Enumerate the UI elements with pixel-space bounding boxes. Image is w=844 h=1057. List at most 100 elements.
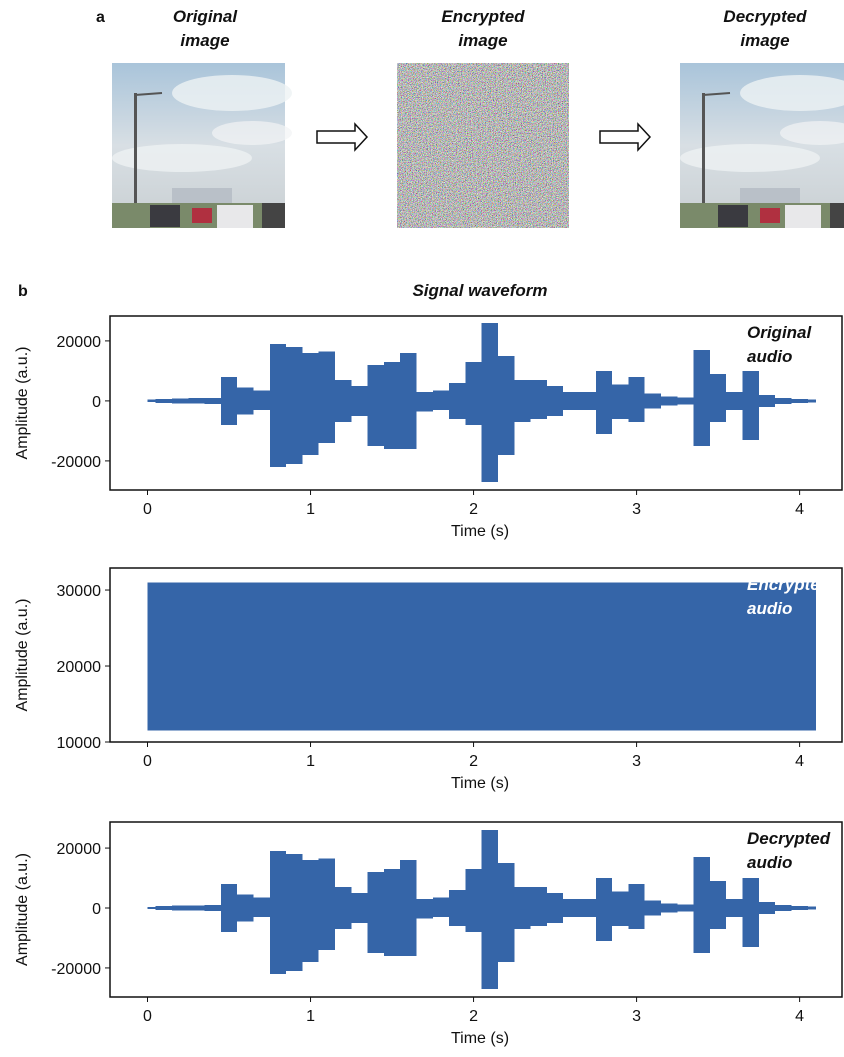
waveform-segment	[579, 391, 596, 410]
arrow	[599, 122, 652, 152]
waveform-segment	[791, 905, 808, 911]
x-tick-label: 1	[306, 501, 315, 518]
waveform-segment	[758, 902, 776, 914]
x-tick-label: 4	[795, 501, 804, 518]
waveform-segment	[465, 361, 482, 425]
waveform-segment	[481, 830, 499, 989]
waveform-segment	[481, 582, 816, 731]
waveform-segment	[302, 860, 319, 962]
panel-label: b	[18, 283, 28, 300]
waveform-segment	[693, 857, 710, 953]
waveform-segment	[286, 854, 303, 971]
waveform-segment	[432, 897, 450, 917]
arrow	[316, 122, 369, 152]
annotation: audio	[747, 347, 792, 366]
waveform-segment	[147, 906, 156, 910]
original-image	[111, 62, 293, 229]
waveform-segment	[546, 893, 564, 923]
x-tick-label: 2	[469, 1008, 478, 1025]
x-axis-label: Time (s)	[451, 1030, 509, 1047]
image-title: image	[740, 31, 789, 50]
waveform-segment	[644, 393, 662, 409]
waveform-segment	[286, 346, 303, 464]
waveform-segment	[220, 376, 238, 425]
waveform-segment	[449, 382, 466, 419]
waveform-segment	[498, 355, 515, 455]
waveform-segment	[155, 398, 172, 403]
waveform-segment	[595, 878, 613, 941]
waveform-segment	[383, 361, 401, 449]
waveform-segment	[253, 897, 270, 917]
y-tick-label: -20000	[51, 454, 101, 471]
annotation: audio	[747, 853, 792, 872]
decrypted-image	[679, 62, 844, 229]
waveform-segment	[171, 398, 189, 404]
x-tick-label: 2	[469, 753, 478, 770]
x-tick-label: 0	[143, 1008, 152, 1025]
waveform-segment	[269, 851, 287, 974]
annotation: Original	[747, 323, 813, 342]
x-tick-label: 3	[632, 501, 641, 518]
waveform-segment	[498, 863, 515, 962]
waveform-segment	[579, 899, 596, 917]
waveform-segment	[775, 397, 792, 404]
x-tick-label: 1	[306, 1008, 315, 1025]
waveform-segment	[758, 394, 776, 407]
waveform-segment	[791, 398, 808, 403]
waveform-segment	[546, 385, 564, 416]
waveform-segment	[188, 398, 205, 404]
waveform-segment	[465, 869, 482, 932]
waveform-segment	[677, 904, 694, 912]
waveform-segment	[416, 391, 433, 412]
waveform-segment	[628, 884, 645, 929]
waveform-segment	[661, 903, 678, 913]
waveform-segment	[807, 906, 816, 910]
encrypted-image	[397, 63, 569, 228]
waveform-segment	[644, 900, 662, 916]
x-axis-label: Time (s)	[451, 523, 509, 540]
y-tick-label: 0	[92, 901, 101, 918]
annotation: Encrypted	[747, 575, 831, 594]
waveform-segment	[416, 899, 433, 919]
waveform-segment	[612, 384, 629, 419]
x-tick-label: 1	[306, 753, 315, 770]
waveform-segment	[367, 872, 384, 953]
waveform-segment	[628, 376, 645, 422]
waveform-segment	[661, 396, 678, 406]
waveform-segment	[807, 399, 816, 403]
waveform-segment	[253, 390, 270, 410]
waveform-segment	[742, 878, 759, 947]
waveform-segment	[204, 397, 221, 404]
waveform-segment	[171, 905, 189, 911]
image-title: Original	[173, 7, 239, 26]
waveform-segment	[726, 391, 743, 410]
y-tick-label: 20000	[57, 334, 102, 351]
waveform-segment	[188, 905, 205, 911]
waveform-segment	[514, 379, 531, 422]
waveform-segment	[400, 352, 417, 449]
y-tick-label: 10000	[57, 735, 102, 752]
panel-label: a	[96, 9, 105, 26]
waveform-segment	[400, 860, 417, 956]
waveform-segment	[709, 881, 727, 929]
x-tick-label: 4	[795, 753, 804, 770]
waveform-segment	[383, 869, 401, 956]
waveform-segment	[481, 322, 499, 482]
y-axis-label: Amplitude (a.u.)	[14, 347, 31, 460]
waveform-segment	[595, 370, 613, 434]
image-title: Encrypted	[441, 7, 525, 26]
waveform-segment	[726, 899, 743, 917]
y-tick-label: 20000	[57, 841, 102, 858]
x-tick-label: 3	[632, 1008, 641, 1025]
waveform-segment	[147, 582, 482, 731]
waveform-segment	[351, 893, 368, 923]
waveform-segment	[693, 349, 710, 446]
waveform-segment	[204, 905, 221, 911]
waveform-segment	[563, 391, 580, 410]
image-title: image	[458, 31, 507, 50]
image-title: Decrypted	[723, 7, 807, 26]
waveform-segment	[334, 887, 352, 929]
waveform-segment	[530, 379, 547, 419]
waveform-segment	[742, 370, 759, 440]
